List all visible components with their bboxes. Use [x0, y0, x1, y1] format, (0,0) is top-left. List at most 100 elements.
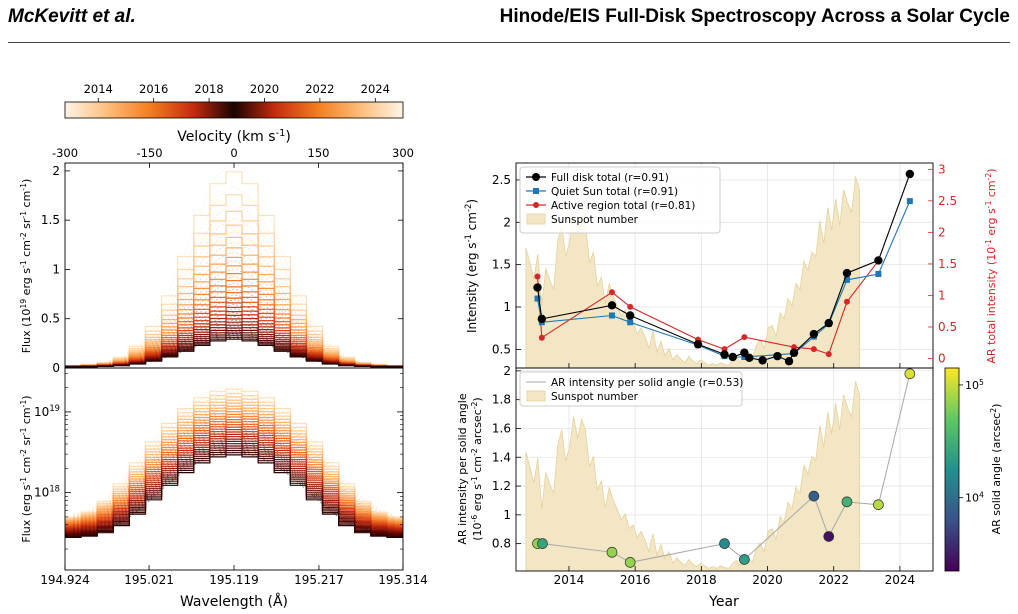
spectrum-step-line: [65, 426, 403, 528]
spectrum-step-line: [65, 388, 403, 518]
ar-total-ytick-label: 0: [938, 352, 946, 366]
full-disk-point: [625, 311, 635, 320]
velocity-tick-label: 0: [230, 146, 237, 160]
quiet-sun-point: [906, 198, 913, 205]
spectra-linear-ylabel: Flux (1019 erg s-1 cm-2 sr-1 cm-1): [19, 179, 34, 354]
ar-total-ytick-label: 3: [938, 162, 946, 176]
spectrum-step-line: [65, 224, 403, 367]
paper-running-title: Hinode/EIS Full-Disk Spectroscopy Across…: [499, 6, 1010, 27]
wavelength-axis-label: Wavelength (Å): [180, 593, 288, 610]
ar-total-ylabel: AR total intensity (10-1 erg s-1 cm-2): [984, 168, 999, 363]
spectrum-step-line: [65, 210, 403, 367]
spectrum-step-line: [65, 286, 403, 367]
page-header: McKevitt et al. Hinode/EIS Full-Disk Spe…: [0, 0, 1018, 46]
ar-ytick-label: 0.8: [492, 537, 511, 551]
year-colorbar-gradient: [64, 101, 404, 119]
active-region-point: [608, 289, 615, 296]
spectrum-step-line: [65, 445, 403, 535]
active-region-line: [536, 260, 879, 355]
ar-point: [841, 496, 853, 508]
spectrum-model-line: [72, 442, 396, 532]
wavelength-tick-label: 195.021: [124, 573, 174, 587]
spectrum-step-line: [65, 443, 403, 534]
active-region-point: [538, 334, 545, 341]
full-disk-legend-marker: [532, 173, 540, 181]
spectrum-model-line: [72, 403, 396, 519]
spectrum-step-line: [65, 338, 403, 368]
full-disk-point: [533, 283, 542, 292]
full-disk-point: [809, 329, 819, 339]
ar-legend-label: AR intensity per solid angle (r=0.53): [551, 377, 743, 389]
velocity-tick-label: 150: [308, 146, 330, 160]
ar-total-ytick-label: 0.5: [938, 320, 957, 334]
active-region-point: [791, 344, 797, 351]
active-region-point: [534, 273, 541, 280]
ar-ytick-label: 1.2: [492, 479, 511, 493]
full-disk-legend-label: Full disk total (r=0.91): [551, 172, 669, 184]
ar-ytick-label: 1: [503, 508, 511, 522]
full-disk-point: [720, 350, 729, 359]
year-axis-label: Year: [708, 594, 739, 610]
spectrum-model-line: [72, 203, 396, 366]
spectrum-model-line: [72, 426, 396, 526]
spectrum-model-line: [72, 288, 396, 367]
spectrum-model-line: [72, 241, 396, 366]
spectrum-model-line: [72, 440, 396, 531]
quiet-sun-point: [608, 312, 615, 319]
year-colorbar-tick-label: 2020: [250, 82, 279, 96]
quiet-sun-legend-marker: [533, 188, 539, 194]
spectrum-model-line: [72, 451, 396, 535]
spectrum-model-line: [72, 421, 396, 524]
spectrum-step-line: [65, 449, 403, 537]
spectrum-step-line: [65, 408, 403, 523]
spectra-log-curves: [65, 386, 403, 538]
spectrum-model-line: [72, 413, 396, 522]
ar-total-ytick-label: 2.5: [938, 194, 957, 208]
ar-ylabel-line1: AR intensity per solid angle: [456, 393, 469, 544]
quiet-sun-point: [843, 276, 850, 283]
year-colorbar-tick-label: 2016: [139, 82, 168, 96]
year-colorbar-tick-label: 2022: [305, 82, 334, 96]
author-running-head: McKevitt et al.: [8, 6, 136, 27]
spectrum-step-line: [65, 236, 403, 367]
ar-solid-angle-panel: 0.8 1 1.2 1.4 1.6 1.8 2 2014 2016 2018 2020 2022 202…: [456, 364, 1003, 610]
active-region-point: [810, 346, 817, 353]
spectrum-model-line: [72, 408, 396, 520]
ar-axes: 0.8 1 1.2 1.4 1.6 1.8 2 2014 2016 2018 2020 2022 202…: [492, 364, 915, 587]
full-disk-point: [842, 268, 852, 278]
sunspot-legend-swatch: [526, 213, 546, 225]
velocity-tick-label: -300: [52, 146, 78, 160]
active-region-point: [741, 334, 748, 341]
full-disk-point: [728, 352, 737, 362]
spectrum-model-line: [72, 268, 396, 367]
quiet-sun-line: [536, 200, 911, 358]
intensity-ytick-label: 0.5: [492, 342, 511, 356]
spectra-linear-curves: [65, 163, 403, 368]
ar-ylabel-line2: (10-6 erg s-1 cm-2 arcsec-2): [470, 397, 485, 540]
spectrum-model-line: [72, 419, 396, 523]
spectrum-model-line: [72, 428, 396, 527]
year-tick-label: 2016: [620, 573, 651, 587]
full-disk-point: [789, 348, 799, 357]
intensity-series: [533, 169, 915, 366]
spectrum-model-line: [72, 294, 396, 367]
quiet-sun-point: [741, 353, 748, 360]
spectrum-model-line: [72, 217, 396, 366]
spectra-linear-axes: 0 0.5 1 1.5 2 -300 -150 0 150 300: [41, 146, 414, 375]
ar-ytick-label: 1.6: [492, 421, 511, 435]
spectrum-step-line: [65, 416, 403, 525]
spectrum-model-line: [72, 260, 396, 367]
full-disk-point: [773, 351, 782, 361]
spectrum-model-line: [72, 397, 396, 518]
active-region-point: [627, 303, 634, 310]
spectrum-step-line: [65, 452, 403, 537]
spectrum-step-line: [65, 194, 403, 367]
ar-total-ytick-label: 1: [938, 288, 946, 302]
full-disk-point: [758, 356, 767, 365]
sunspot-legend-label: Sunspot number: [551, 391, 639, 403]
spectrum-step-line: [65, 454, 403, 538]
ar-point: [739, 554, 750, 565]
full-disk-point: [784, 357, 794, 366]
spectrum-step-line: [65, 447, 403, 536]
spectrum-model-line: [72, 163, 396, 366]
